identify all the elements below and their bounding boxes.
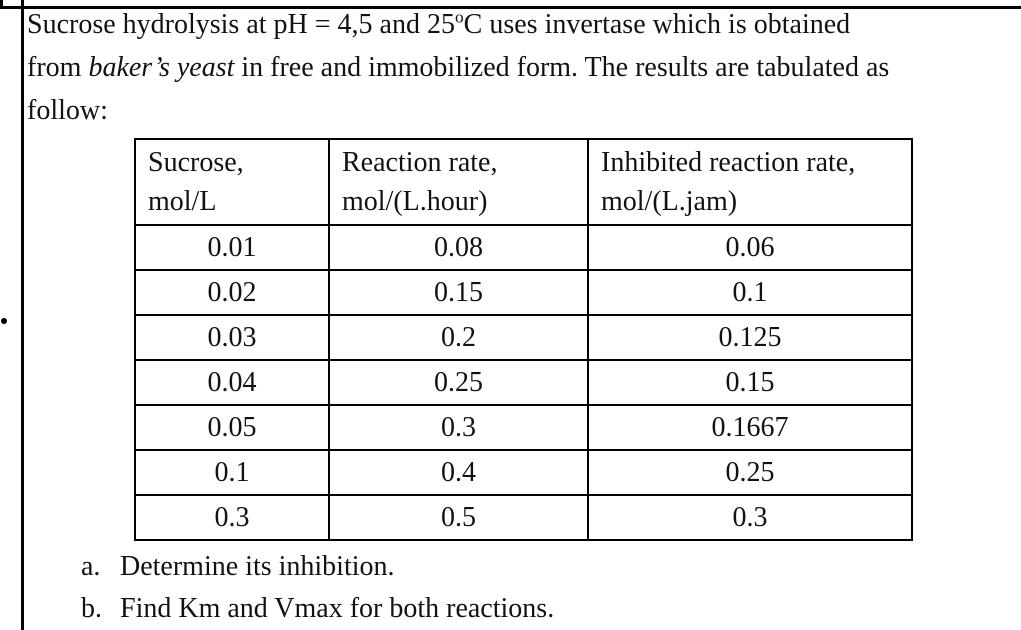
question-label: a.: [81, 551, 101, 582]
table-cell: 0.25: [587, 449, 913, 496]
table-cell: 0.1: [134, 449, 330, 496]
table-cell: 0.03: [134, 314, 330, 361]
table-row: 0.01 0.08 0.06: [134, 224, 913, 271]
table-row: 0.04 0.25 0.15: [134, 359, 913, 406]
table-cell: 0.125: [587, 314, 913, 361]
table-cell: 0.3: [328, 404, 589, 451]
intro-text: in free and immobilized form. The result…: [234, 52, 890, 83]
col-header-line: Sucrose,: [148, 147, 244, 178]
outer-table-left-border-stub: [0, 0, 3, 9]
table-cell: 0.1: [587, 269, 913, 316]
table-cell: 0.1667: [587, 404, 913, 451]
question-text: Determine its inhibition.: [120, 551, 395, 582]
table-cell: 0.04: [134, 359, 330, 406]
intro-line-1: Sucrose hydrolysis at pH = 4,5 and 25oC …: [27, 3, 1002, 46]
col-header-line: Reaction rate,: [342, 147, 498, 178]
question-label: b.: [81, 593, 102, 624]
table-row: 0.05 0.3 0.1667: [134, 404, 913, 451]
table-row: 0.1 0.4 0.25: [134, 449, 913, 496]
intro-text: Sucrose hydrolysis at pH = 4,5 and 25: [27, 9, 455, 40]
results-table: Sucrose, mol/L Reaction rate, mol/(L.hou…: [134, 138, 913, 541]
col-header-sucrose: Sucrose, mol/L: [134, 138, 330, 226]
table-row: 0.03 0.2 0.125: [134, 314, 913, 361]
table-cell: 0.3: [587, 494, 913, 541]
intro-line-3: follow:: [27, 89, 1002, 132]
outer-table-column-border: [21, 0, 24, 630]
col-header-line: mol/(L.jam): [601, 186, 738, 217]
question-list: a. Determine its inhibition. b. Find Km …: [81, 546, 554, 630]
table-cell: 0.05: [134, 404, 330, 451]
outer-table-top-border: [0, 6, 1021, 9]
intro-text: from: [27, 52, 89, 83]
table-cell: 0.4: [328, 449, 589, 496]
col-header-line: mol/(L.hour): [342, 186, 488, 217]
table-cell: 0.01: [134, 224, 330, 271]
intro-text: C uses invertase which is obtained: [463, 9, 851, 40]
table-cell: 0.25: [328, 359, 589, 406]
table-cell: 0.02: [134, 269, 330, 316]
table-row: 0.02 0.15 0.1: [134, 269, 913, 316]
table-cell: 0.15: [328, 269, 589, 316]
table-cell: 0.06: [587, 224, 913, 271]
table-row: 0.3 0.5 0.3: [134, 494, 913, 541]
col-header-line: mol/L: [148, 186, 217, 217]
table-cell: 0.3: [134, 494, 330, 541]
intro-text-italic: baker’s yeast: [88, 52, 235, 83]
col-header-reaction-rate: Reaction rate, mol/(L.hour): [328, 138, 589, 226]
col-header-inhibited-rate: Inhibited reaction rate, mol/(L.jam): [587, 138, 913, 226]
problem-statement: Sucrose hydrolysis at pH = 4,5 and 25oC …: [27, 3, 1002, 132]
intro-text: follow:: [27, 95, 108, 126]
table-header-row: Sucrose, mol/L Reaction rate, mol/(L.hou…: [134, 138, 913, 226]
question-a: a. Determine its inhibition.: [81, 546, 554, 588]
table-cell: 0.5: [328, 494, 589, 541]
question-b: b. Find Km and Vmax for both reactions.: [81, 588, 554, 630]
degree-superscript: o: [454, 7, 464, 27]
intro-line-2: from baker’s yeast in free and immobiliz…: [27, 46, 1002, 89]
table-cell: 0.15: [587, 359, 913, 406]
col-header-line: Inhibited reaction rate,: [601, 147, 856, 178]
table-cell: 0.08: [328, 224, 589, 271]
question-text: Find Km and Vmax for both reactions.: [120, 593, 555, 624]
stray-dot: [1, 318, 7, 324]
table-cell: 0.2: [328, 314, 589, 361]
